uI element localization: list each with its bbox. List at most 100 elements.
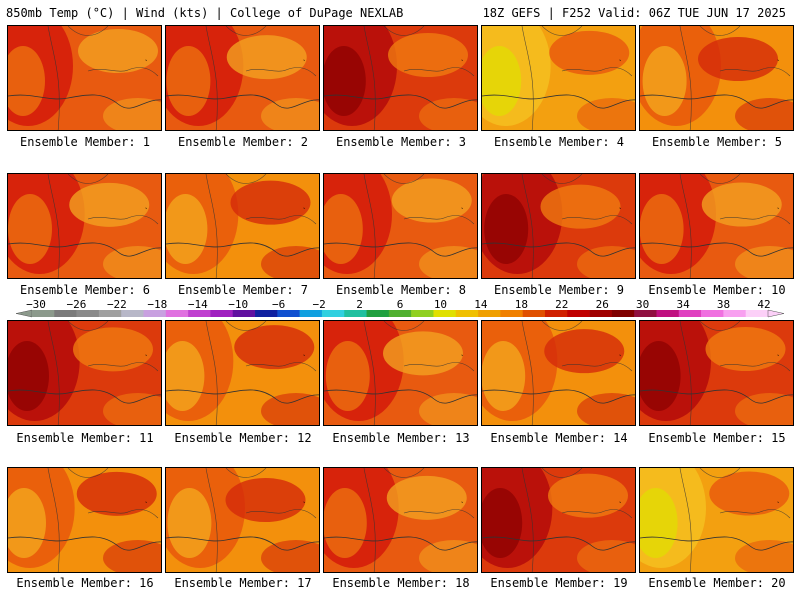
ensemble-member-label: Ensemble Member: 4 — [493, 135, 625, 149]
ensemble-member-label: Ensemble Member: 15 — [648, 431, 786, 445]
ensemble-member-map: ˋ — [7, 320, 162, 426]
colorbar-tick-label: 42 — [757, 298, 771, 311]
svg-text:ˋ: ˋ — [618, 59, 623, 68]
colorbar-swatch — [388, 310, 412, 317]
colorbar-swatch — [544, 310, 568, 317]
svg-text:ˋ: ˋ — [618, 207, 623, 216]
colorbar-swatch — [232, 310, 256, 317]
svg-text:ˋ: ˋ — [776, 354, 781, 363]
colorbar-swatch — [277, 310, 300, 317]
colorbar-swatch — [121, 310, 144, 317]
colorbar-tick-label: −30 — [26, 298, 46, 311]
svg-text:ˋ: ˋ — [144, 59, 149, 68]
colorbar-tick-label: 38 — [716, 298, 731, 311]
ensemble-member-map: ˋ — [165, 320, 320, 426]
colorbar-swatch — [366, 310, 390, 317]
svg-text:ˋ: ˋ — [302, 207, 307, 216]
ensemble-member-label: Ensemble Member: 1 — [19, 135, 151, 149]
svg-text:ˋ: ˋ — [144, 207, 149, 216]
ensemble-member-label: Ensemble Member: 11 — [16, 431, 154, 445]
colorbar-tick-label: −14 — [187, 298, 208, 311]
colorbar-swatch — [210, 310, 234, 317]
colorbar-swatch — [522, 310, 546, 317]
colorbar-swatch — [589, 310, 613, 317]
colorbar-tick-label: −22 — [106, 298, 127, 311]
ensemble-member-label: Ensemble Member: 13 — [332, 431, 470, 445]
ensemble-member-label: Ensemble Member: 19 — [490, 576, 628, 590]
colorbar-swatch — [611, 310, 635, 317]
colorbar-tick-label: 14 — [474, 298, 488, 311]
colorbar-swatch — [344, 310, 367, 317]
colorbar-swatch — [165, 310, 189, 317]
ensemble-member-label: Ensemble Member: 8 — [335, 283, 467, 297]
ensemble-member-label: Ensemble Member: 10 — [648, 283, 786, 297]
ensemble-member-map: ˋ — [481, 467, 636, 573]
ensemble-member-map: ˋ — [7, 467, 162, 573]
colorbar-tick-label: 10 — [433, 298, 448, 311]
colorbar-tick-label: −2 — [312, 298, 326, 311]
ensemble-member-label: Ensemble Member: 20 — [648, 576, 786, 590]
ensemble-member-label: Ensemble Member: 9 — [493, 283, 625, 297]
ensemble-member-label: Ensemble Member: 6 — [19, 283, 151, 297]
colorbar-swatch — [634, 310, 657, 317]
colorbar-swatch — [32, 310, 55, 317]
colorbar-tick-label: 30 — [636, 298, 650, 311]
svg-text:ˋ: ˋ — [618, 354, 623, 363]
ensemble-member-map: ˋ — [481, 173, 636, 279]
ensemble-member-map: ˋ — [165, 25, 320, 131]
colorbar-tick-label: −18 — [147, 298, 168, 311]
svg-text:ˋ: ˋ — [776, 59, 781, 68]
colorbar-swatch — [478, 310, 501, 317]
ensemble-member-map: ˋ — [165, 173, 320, 279]
colorbar-swatch — [678, 310, 702, 317]
colorbar-tick-label: −10 — [228, 298, 249, 311]
ensemble-member-label: Ensemble Member: 16 — [16, 576, 154, 590]
ensemble-member-label: Ensemble Member: 17 — [174, 576, 312, 590]
colorbar-swatch — [321, 310, 345, 317]
svg-text:ˋ: ˋ — [460, 354, 465, 363]
colorbar-swatch — [745, 310, 769, 317]
svg-text:ˋ: ˋ — [460, 207, 465, 216]
colorbar-tick-label: 18 — [514, 298, 528, 311]
ensemble-member-map: ˋ — [7, 25, 162, 131]
colorbar-arrow-high — [767, 309, 785, 318]
colorbar-swatch — [433, 310, 457, 317]
model-valid-time: 18Z GEFS | F252 Valid: 06Z TUE JUN 17 20… — [482, 6, 786, 20]
temperature-colorbar — [15, 309, 785, 318]
ensemble-member-label: Ensemble Member: 2 — [177, 135, 309, 149]
ensemble-member-map: ˋ — [639, 173, 794, 279]
svg-text:ˋ: ˋ — [144, 354, 149, 363]
colorbar-swatch — [567, 310, 590, 317]
colorbar-swatch — [76, 310, 100, 317]
colorbar-swatch — [54, 310, 77, 317]
svg-text:ˋ: ˋ — [618, 501, 623, 510]
colorbar-swatch — [455, 310, 479, 317]
svg-text:ˋ: ˋ — [776, 207, 781, 216]
svg-text:ˋ: ˋ — [460, 501, 465, 510]
ensemble-member-map: ˋ — [323, 320, 478, 426]
ensemble-member-map: ˋ — [639, 467, 794, 573]
colorbar-tick-label: 22 — [555, 298, 569, 311]
colorbar-tick-label: 26 — [595, 298, 609, 311]
svg-text:ˋ: ˋ — [460, 59, 465, 68]
ensemble-member-map: ˋ — [323, 467, 478, 573]
ensemble-member-map: ˋ — [639, 320, 794, 426]
colorbar-swatch — [656, 310, 680, 317]
colorbar-tick-label: −6 — [272, 298, 286, 311]
colorbar-swatch — [701, 310, 724, 317]
colorbar-swatch — [255, 310, 278, 317]
svg-text:ˋ: ˋ — [302, 59, 307, 68]
svg-text:ˋ: ˋ — [776, 501, 781, 510]
colorbar-tick-label: 2 — [356, 298, 363, 311]
ensemble-member-label: Ensemble Member: 3 — [335, 135, 467, 149]
ensemble-member-label: Ensemble Member: 7 — [177, 283, 309, 297]
colorbar-swatch — [98, 310, 122, 317]
ensemble-member-label: Ensemble Member: 5 — [651, 135, 783, 149]
ensemble-member-label: Ensemble Member: 18 — [332, 576, 470, 590]
colorbar-swatch — [411, 310, 434, 317]
colorbar-tick-label: −26 — [66, 298, 87, 311]
ensemble-member-map: ˋ — [323, 25, 478, 131]
ensemble-member-map: ˋ — [165, 467, 320, 573]
svg-text:ˋ: ˋ — [144, 501, 149, 510]
ensemble-member-label: Ensemble Member: 14 — [490, 431, 628, 445]
